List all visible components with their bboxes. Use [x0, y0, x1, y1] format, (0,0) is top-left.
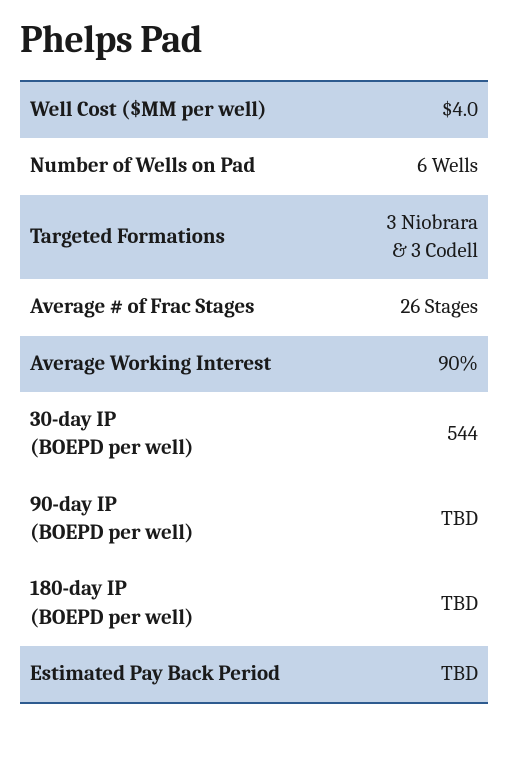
row-label: Average # of Frac Stages — [30, 293, 400, 321]
row-label: 90-day IP (BOEPD per well) — [30, 491, 441, 548]
page-title: Phelps Pad — [20, 18, 488, 62]
row-label: Average Working Interest — [30, 350, 438, 378]
row-label: Well Cost ($MM per well) — [30, 96, 442, 124]
row-value: TBD — [441, 660, 478, 688]
row-value: 90% — [438, 350, 478, 378]
table-row: Targeted Formations3 Niobrara & 3 Codell — [20, 195, 488, 280]
table-row: Estimated Pay Back PeriodTBD — [20, 646, 488, 702]
row-label: 30-day IP (BOEPD per well) — [30, 406, 447, 463]
row-value: TBD — [441, 590, 478, 618]
row-value: 3 Niobrara & 3 Codell — [387, 209, 478, 266]
row-label: Estimated Pay Back Period — [30, 660, 441, 688]
row-label: Number of Wells on Pad — [30, 152, 417, 180]
table-row: Number of Wells on Pad6 Wells — [20, 138, 488, 194]
row-value: 544 — [447, 420, 478, 448]
table-row: Average # of Frac Stages26 Stages — [20, 279, 488, 335]
row-value: 26 Stages — [400, 293, 478, 321]
row-label: Targeted Formations — [30, 223, 387, 251]
row-value: TBD — [441, 505, 478, 533]
well-data-table: Well Cost ($MM per well)$4.0Number of We… — [20, 80, 488, 704]
table-row: Well Cost ($MM per well)$4.0 — [20, 82, 488, 138]
row-value: 6 Wells — [417, 152, 478, 180]
row-value: $4.0 — [442, 96, 478, 124]
table-row: 180-day IP (BOEPD per well)TBD — [20, 561, 488, 646]
table-row: 90-day IP (BOEPD per well)TBD — [20, 477, 488, 562]
table-row: 30-day IP (BOEPD per well)544 — [20, 392, 488, 477]
row-label: 180-day IP (BOEPD per well) — [30, 575, 441, 632]
table-row: Average Working Interest90% — [20, 336, 488, 392]
